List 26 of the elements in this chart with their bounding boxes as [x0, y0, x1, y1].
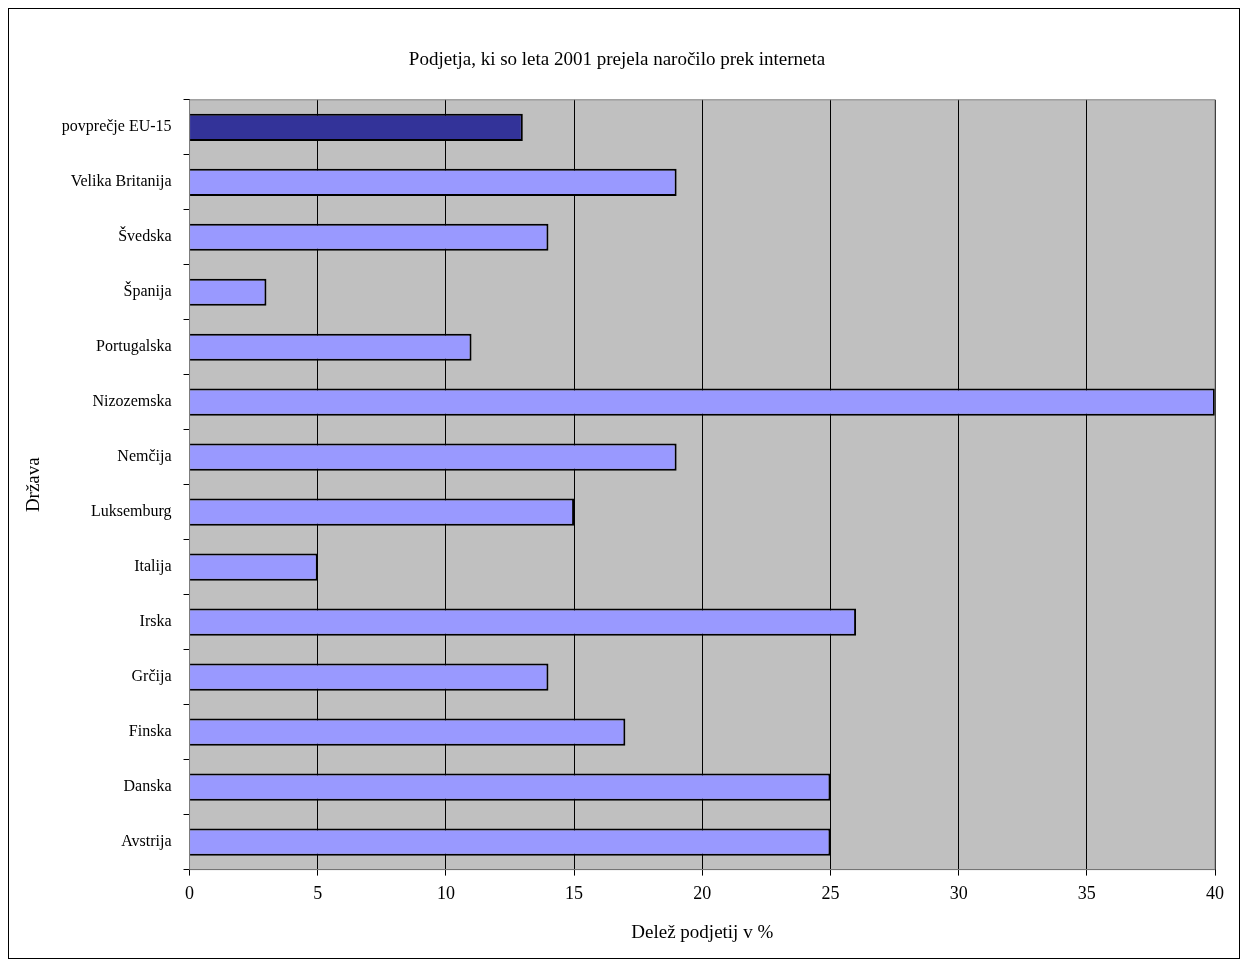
x-tick-label: 15: [565, 883, 584, 904]
y-tick-label: Švedska: [118, 226, 172, 245]
y-tick-label: Italija: [134, 557, 172, 576]
chart-title: Podjetja, ki so leta 2001 prejela naročilo prek interneta: [408, 48, 826, 70]
x-tick-label: 5: [313, 883, 323, 904]
x-tick-label: 20: [693, 883, 712, 904]
x-tick-label: 30: [949, 883, 968, 904]
y-tick-label: Irska: [139, 612, 172, 630]
x-axis-title: Delež podjetij v %: [631, 920, 774, 942]
y-tick-label: Portugalska: [95, 337, 172, 356]
y-tick-label: Nemčija: [117, 447, 172, 466]
y-tick-label: povprečje EU-15: [61, 117, 172, 136]
x-tick-label: 35: [1077, 883, 1096, 904]
x-tick-label: 0: [185, 883, 195, 904]
y-tick-label: Finska: [128, 722, 172, 740]
x-tick-label: 10: [436, 883, 455, 904]
x-tick-label: 40: [1206, 883, 1224, 904]
y-tick-label: Avstrija: [121, 832, 172, 851]
y-tick-label: Luksemburg: [90, 502, 172, 521]
y-tick-label: Španija: [123, 281, 172, 301]
y-tick-label: Grčija: [131, 667, 172, 686]
x-tick-label: 25: [821, 883, 840, 904]
y-tick-label: Danska: [123, 777, 172, 795]
y-tick-label: Velika Britanija: [70, 172, 172, 191]
y-tick-label: Nizozemska: [92, 392, 172, 410]
y-axis-title: Država: [22, 456, 44, 513]
